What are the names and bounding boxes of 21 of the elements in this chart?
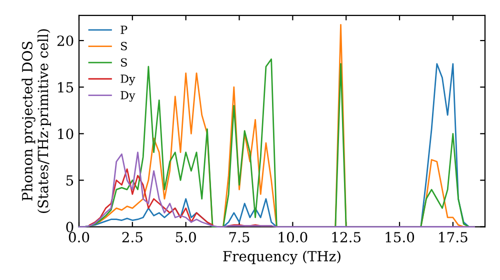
y-tick-label: 15	[58, 82, 74, 93]
legend-label: Dy	[120, 74, 136, 86]
x-tick-label: 0.0	[68, 232, 90, 242]
legend-label: P	[120, 26, 128, 34]
x-tick-label: 15.0	[386, 232, 414, 242]
legend-label: S	[121, 58, 127, 67]
x-tick-label: 5.0	[176, 232, 196, 242]
x-axis-title: Frequency (THz)	[223, 250, 340, 264]
y-tick-label: 5	[66, 175, 74, 186]
x-tick-label: 10.0	[278, 232, 308, 242]
x-tick-label: 2.5	[122, 232, 142, 242]
y-tick-label: 0	[66, 222, 74, 232]
line-series	[78, 152, 476, 228]
x-tick-label: 17.5	[439, 232, 468, 242]
legend-label: S	[121, 42, 127, 50]
x-tick-label: 12.5	[332, 232, 360, 242]
y-tick-label: 10	[58, 128, 74, 140]
y-axis-title: Phonon projected DOS (States/THz·primitive cell)	[22, 29, 51, 213]
x-tick-label: 7.5	[229, 232, 250, 242]
y-tick-label: 20	[57, 36, 74, 46]
legend-label: Dy	[120, 91, 136, 102]
